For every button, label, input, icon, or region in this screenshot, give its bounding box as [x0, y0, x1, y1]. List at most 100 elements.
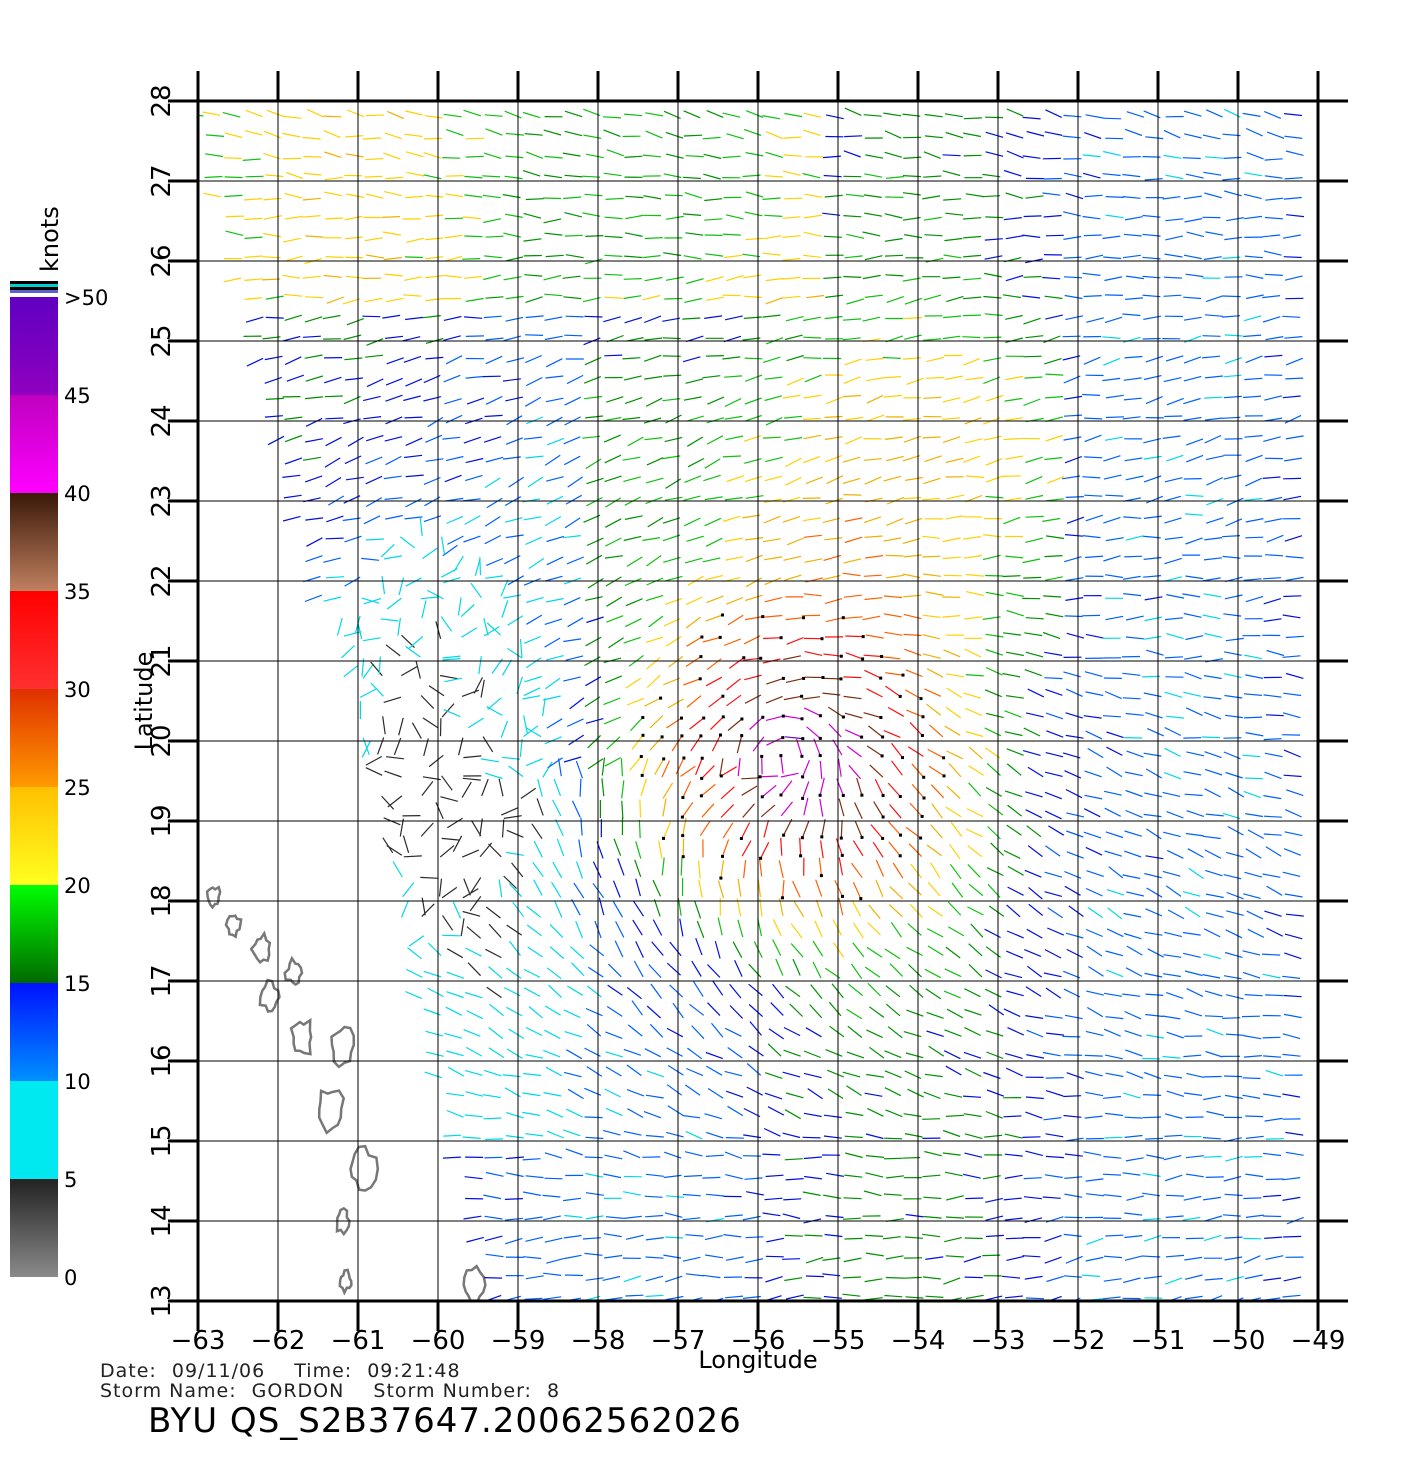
wind-vector: [923, 216, 942, 221]
wind-vector: [1203, 696, 1222, 700]
wind-vector: [1264, 752, 1283, 758]
wind-vector: [725, 1090, 744, 1098]
wind-vector: [925, 1256, 944, 1260]
wind-vector: [381, 795, 395, 810]
wind-vector: [363, 416, 382, 420]
wind-vector: [1245, 1115, 1264, 1118]
wind-vector: [1045, 109, 1062, 118]
wind-vector: [425, 356, 444, 360]
wind-vector: [484, 1069, 502, 1077]
wind-vector: [1063, 235, 1082, 240]
wind-vector: [1203, 675, 1222, 680]
wind-vector: [585, 153, 604, 159]
wind-vector: [687, 1047, 703, 1060]
wind-vector: [986, 1089, 1005, 1097]
wind-vector: [784, 1158, 803, 1161]
wind-vector: [324, 176, 343, 181]
wind-vector: [443, 709, 461, 718]
wind-vector: [486, 986, 502, 999]
wind-vector: [1282, 975, 1301, 979]
rain-flag-markers: [639, 613, 946, 901]
wind-vector: [1265, 846, 1282, 857]
wind-vector: [1062, 475, 1081, 480]
wind-vector: [1185, 635, 1204, 641]
wind-vector: [985, 1215, 1004, 1221]
wind-vector: [842, 477, 861, 484]
wind-vector: [504, 213, 523, 218]
wind-vector: [924, 455, 942, 463]
wind-vector: [823, 653, 842, 657]
wind-vector: [882, 376, 902, 379]
wind-vector: [982, 173, 1001, 178]
wind-vector: [963, 396, 981, 404]
wind-vector: [526, 905, 542, 918]
wind-vector: [684, 475, 702, 483]
wind-vector: [963, 217, 982, 220]
wind-vector: [505, 295, 524, 300]
wind-vector: [1143, 752, 1162, 757]
wind-vector: [1144, 931, 1163, 936]
wind-vector: [1164, 747, 1181, 758]
wind-vector: [585, 1136, 604, 1140]
wind-vector: [1084, 456, 1103, 459]
wind-vector: [804, 558, 823, 563]
wind-vector: [962, 336, 981, 339]
wind-vector: [587, 966, 604, 978]
wind-vector: [623, 535, 642, 542]
wind-vector: [1204, 768, 1223, 776]
wind-vector: [922, 555, 941, 558]
wind-vector: [631, 1000, 643, 1016]
wind-vector: [444, 255, 463, 262]
wind-vector: [1283, 196, 1302, 200]
wind-vector: [585, 636, 602, 647]
wind-vector: [694, 901, 702, 919]
wind-vector: [1103, 1028, 1121, 1037]
wind-vector: [426, 1051, 444, 1057]
wind-vector: [466, 397, 485, 405]
wind-vector: [302, 215, 321, 218]
wind-vector: [758, 858, 763, 877]
wind-vector: [1244, 716, 1263, 719]
wind-vector: [324, 376, 342, 384]
wind-vector: [712, 980, 724, 996]
wind-vector: [1242, 971, 1261, 979]
wind-vector: [985, 1030, 1004, 1037]
wind-vector: [726, 133, 744, 140]
wind-vector: [1146, 887, 1163, 898]
wind-vector: [424, 115, 443, 119]
wind-vector: [926, 703, 942, 716]
wind-vector: [842, 456, 861, 463]
wind-vector: [1085, 1030, 1104, 1037]
wind-vector: [503, 815, 522, 819]
wind-vector: [500, 720, 509, 739]
wind-vector: [505, 155, 524, 159]
wind-vector: [1182, 891, 1201, 897]
wind-vector: [584, 356, 602, 366]
wind-vector: [1183, 110, 1202, 117]
rain-flag-marker: [699, 734, 703, 738]
wind-vector: [792, 958, 801, 976]
wind-vector: [1062, 1035, 1081, 1038]
latitude-tick-label: 26: [147, 244, 177, 277]
wind-vector: [802, 254, 821, 258]
wind-vector: [283, 494, 302, 499]
wind-vector: [1045, 234, 1064, 237]
wind-vector: [345, 275, 364, 279]
island-outline: [283, 955, 304, 987]
wind-vector: [764, 395, 783, 402]
wind-vector: [702, 375, 721, 379]
wind-vector: [844, 1135, 863, 1139]
wind-vector: [305, 555, 323, 563]
wind-vector: [1002, 575, 1021, 578]
wind-vector: [565, 1148, 583, 1156]
wind-vector: [525, 1054, 544, 1059]
wind-vector: [543, 1272, 562, 1276]
wind-vector: [926, 1030, 944, 1037]
wind-vector: [729, 1005, 744, 1019]
rain-flag-marker: [818, 736, 822, 740]
wind-vector: [1203, 1095, 1222, 1101]
wind-vector: [378, 656, 381, 675]
rain-flag-marker: [839, 677, 843, 681]
